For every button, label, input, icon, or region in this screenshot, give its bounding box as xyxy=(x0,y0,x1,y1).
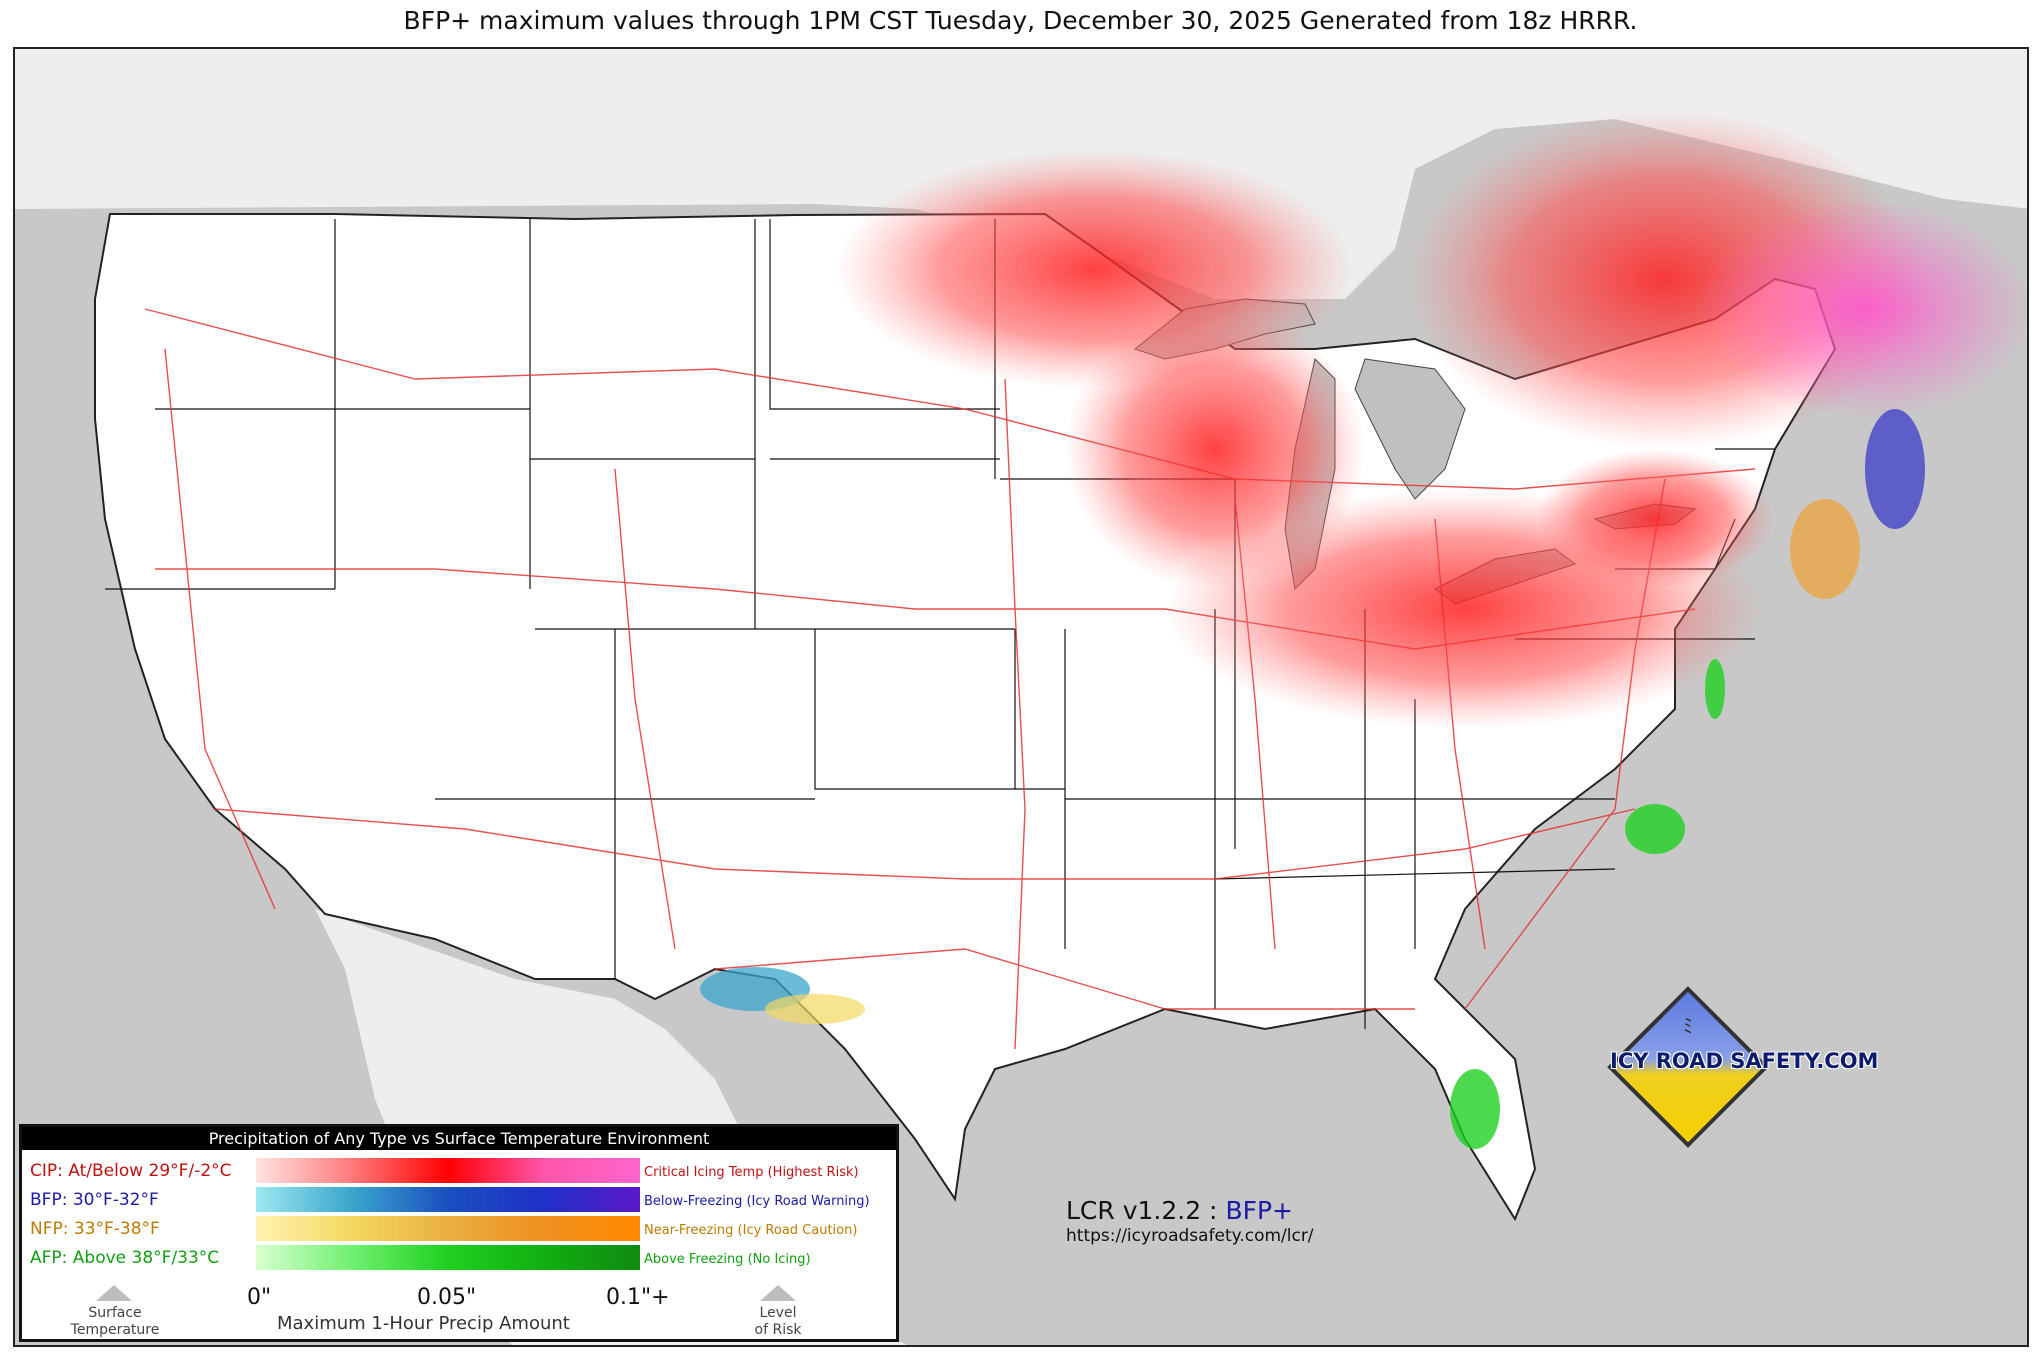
legend-panel: Precipitation of Any Type vs Surface Tem… xyxy=(19,1124,899,1342)
legend-nfp-label: NFP: 33°F-38°F xyxy=(30,1219,160,1239)
legend-cip-label: CIP: At/Below 29°F/-2°C xyxy=(30,1161,232,1181)
cip-precip-region xyxy=(835,109,2027,729)
legend-title: Precipitation of Any Type vs Surface Tem… xyxy=(22,1127,896,1150)
afp-precip-region xyxy=(1450,659,1725,1149)
legend-cip-bar xyxy=(256,1158,640,1183)
legend-bfp-bar xyxy=(256,1187,640,1212)
legend-cip-risk: Critical Icing Temp (Highest Risk) xyxy=(644,1165,859,1180)
map-title: BFP+ maximum values through 1PM CST Tues… xyxy=(403,6,1638,35)
legend-tick-max: 0.1"+ xyxy=(606,1285,670,1310)
legend-afp-label: AFP: Above 38°F/33°C xyxy=(30,1248,220,1268)
legend-afp-risk: Above Freezing (No Icing) xyxy=(644,1252,811,1267)
source-url[interactable]: https://icyroadsafety.com/lcr/ xyxy=(1066,1226,1314,1246)
legend-nfp-risk: Near-Freezing (Icy Road Caution) xyxy=(644,1223,858,1238)
level-of-risk-arrow-icon xyxy=(760,1285,796,1301)
surface-temperature-arrow-icon xyxy=(96,1285,132,1301)
legend-nfp-bar xyxy=(256,1216,640,1241)
legend-right-label: Level of Risk xyxy=(754,1305,802,1338)
legend-left-label: Surface Temperature xyxy=(70,1305,160,1338)
version-text: LCR v1.2.2 : xyxy=(1066,1196,1218,1225)
legend-afp-bar xyxy=(256,1245,640,1270)
logo-text: ICY ROAD SAFETY.COM xyxy=(1610,1049,1879,1073)
legend-bfp-risk: Below-Freezing (Icy Road Warning) xyxy=(644,1194,870,1209)
bfp-nfp-region xyxy=(700,409,1925,1024)
legend-axis-label: Maximum 1-Hour Precip Amount xyxy=(277,1313,570,1334)
version-label: LCR v1.2.2 : BFP+ xyxy=(1066,1196,1293,1225)
legend-bfp-label: BFP: 30°F-32°F xyxy=(30,1190,159,1210)
product-name: BFP+ xyxy=(1225,1196,1293,1225)
svg-text:ﾐ: ﾐ xyxy=(1683,1014,1693,1038)
diamond-road-sign-icon: ﾐ xyxy=(1607,986,1769,1148)
legend-tick-mid: 0.05" xyxy=(417,1285,477,1310)
legend-tick-min: 0" xyxy=(247,1285,272,1310)
